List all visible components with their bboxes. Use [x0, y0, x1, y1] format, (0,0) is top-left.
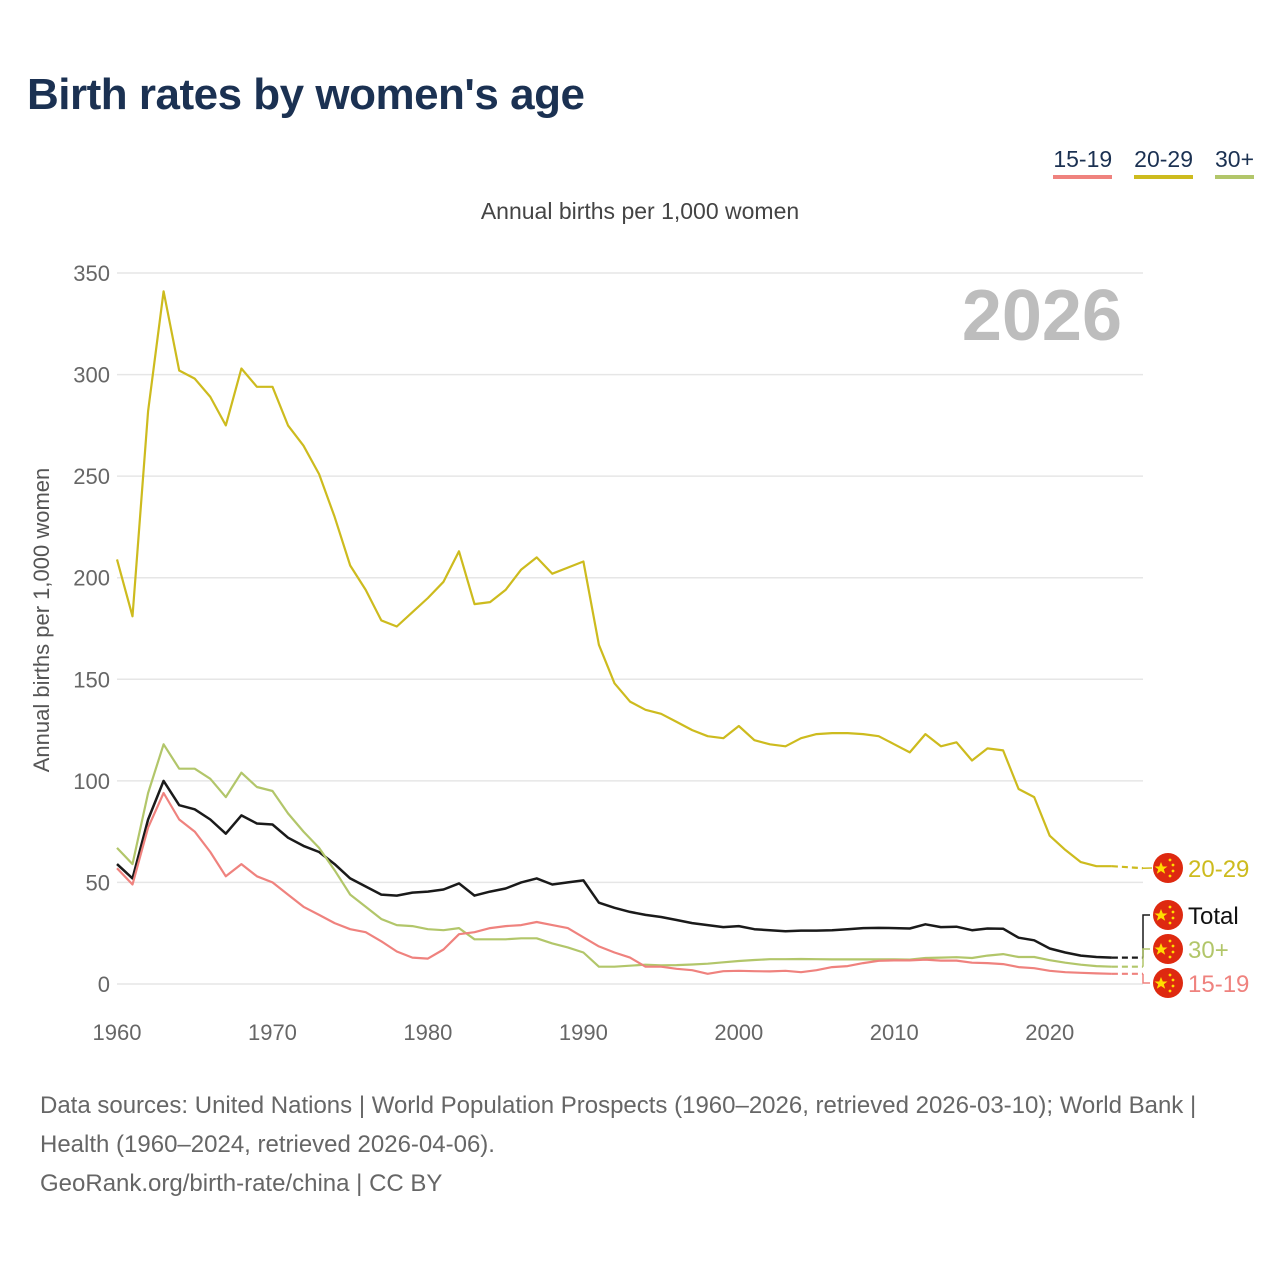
y-tick-label: 100	[73, 769, 110, 794]
flag-circle	[1153, 934, 1183, 964]
legend: 15-19 20-29 30+	[1053, 146, 1254, 179]
data-sources: Data sources: United Nations | World Pop…	[40, 1092, 1197, 1158]
series-projection-20-29	[1111, 865, 1144, 870]
flag-small-star	[1168, 939, 1172, 943]
page-title: Birth rates by women's age	[27, 70, 585, 119]
china-flag-icon	[1153, 900, 1183, 930]
flag-small-star	[1171, 984, 1175, 988]
series-end-label: 30+	[1188, 937, 1229, 964]
flag-small-star	[1171, 950, 1175, 954]
source-link[interactable]: GeoRank.org/birth-rate/china | CC BY	[40, 1170, 443, 1197]
x-tick-label: 1960	[93, 1020, 142, 1045]
x-tick-label: 2020	[1025, 1020, 1074, 1045]
flag-circle	[1153, 968, 1183, 998]
y-tick-label: 200	[73, 566, 110, 591]
flag-star	[1154, 977, 1168, 989]
series-end-label: Total	[1188, 903, 1239, 930]
y-tick-label: 350	[73, 261, 110, 286]
china-flag-icon	[1153, 934, 1183, 964]
flag-small-star	[1168, 921, 1172, 925]
series-line-20-29	[115, 290, 1112, 868]
series-end-label: 15-19	[1188, 971, 1249, 998]
flag-small-star	[1171, 910, 1175, 914]
y-tick-label: 150	[73, 667, 110, 692]
x-tick-label: 2000	[714, 1020, 763, 1045]
flag-small-star	[1168, 874, 1172, 878]
legend-item-20-29[interactable]: 20-29	[1134, 146, 1193, 179]
flag-small-star	[1171, 863, 1175, 867]
flag-small-star	[1168, 973, 1172, 977]
flag-small-star	[1168, 989, 1172, 993]
flag-circle	[1153, 900, 1183, 930]
y-tick-label: 300	[73, 363, 110, 388]
flag-small-star	[1171, 978, 1175, 982]
label-connector	[1142, 914, 1150, 958]
x-tick-label: 1990	[559, 1020, 608, 1045]
y-tick-label: 50	[86, 870, 110, 895]
flag-small-star	[1171, 916, 1175, 920]
flag-star	[1154, 909, 1168, 921]
x-tick-label: 1970	[248, 1020, 297, 1045]
legend-item-30plus[interactable]: 30+	[1214, 146, 1254, 179]
y-tick-label: 250	[73, 464, 110, 489]
flag-small-star	[1168, 858, 1172, 862]
flag-circle	[1153, 853, 1183, 883]
series-end-label: 20-29	[1188, 856, 1249, 883]
label-connector	[1142, 948, 1150, 967]
current-year-label: 2026	[961, 276, 1122, 356]
flag-small-star	[1168, 905, 1172, 909]
x-tick-label: 1980	[403, 1020, 452, 1045]
footer: Data sources: United Nations | World Pop…	[40, 1086, 1240, 1203]
china-flag-icon	[1153, 853, 1183, 883]
flag-small-star	[1171, 869, 1175, 873]
series-line-15-19	[116, 791, 1112, 975]
china-flag-icon	[1153, 968, 1183, 998]
flag-small-star	[1168, 955, 1172, 959]
series-line-Total	[116, 779, 1112, 959]
y-tick-label: 0	[98, 972, 110, 997]
legend-item-15-19[interactable]: 15-19	[1053, 146, 1113, 179]
series-line-30plus	[116, 743, 1112, 968]
flag-star	[1154, 943, 1168, 955]
flag-small-star	[1171, 944, 1175, 948]
flag-star	[1154, 862, 1168, 874]
label-connector	[1142, 973, 1150, 984]
x-tick-label: 2010	[870, 1020, 919, 1045]
chart-subtitle: Annual births per 1,000 women	[480, 198, 800, 224]
